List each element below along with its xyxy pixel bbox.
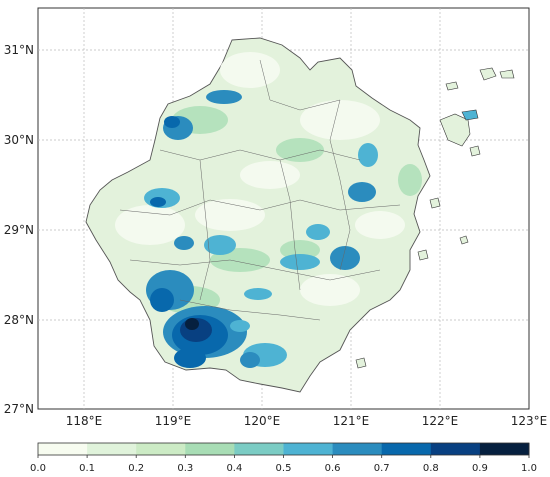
colorbar-tick-label: 0.8 [423, 463, 439, 474]
colorbar-segment [381, 443, 432, 455]
colorbar-tick-label: 0.0 [30, 463, 46, 474]
colorbar-labels: 0.0 0.1 0.2 0.3 0.4 0.5 0.6 0.7 0.8 0.9 1.0 [30, 463, 537, 474]
colorbar-tick-label: 1.0 [521, 463, 537, 474]
county-boundaries [119, 59, 401, 321]
colorbar-segment [185, 443, 235, 455]
colorbar-segment [38, 443, 88, 455]
colorbar-segment [430, 443, 481, 455]
lat-label-29: 29°N [4, 223, 34, 237]
colorbar-segment [87, 443, 137, 455]
lat-label-31: 31°N [4, 43, 34, 57]
low-value-areas [115, 52, 405, 306]
lat-labels: 31°N 30°N 29°N 28°N 27°N [4, 43, 34, 416]
lat-label-30: 30°N [4, 133, 34, 147]
colorbar-segment [234, 443, 284, 455]
colorbar-segment [136, 443, 186, 455]
lon-label-118: 118°E [66, 414, 103, 428]
lon-label-119: 119°E [155, 414, 192, 428]
colorbar-tick-label: 0.5 [276, 463, 292, 474]
colorbar [37, 442, 530, 458]
lon-label-120: 120°E [244, 414, 281, 428]
islands [355, 67, 515, 369]
colorbar-tick-label: 0.4 [226, 463, 242, 474]
lon-label-121: 121°E [333, 414, 370, 428]
colorbar-tick-label: 0.9 [472, 463, 488, 474]
lon-labels: 118°E 119°E 120°E 121°E 122°E 123°E [66, 414, 548, 428]
lon-label-122: 122°E [422, 414, 459, 428]
high-value-areas [144, 90, 378, 368]
lat-label-27: 27°N [4, 402, 34, 416]
colorbar-segment [283, 443, 334, 455]
colorbar-segment [479, 443, 530, 455]
colorbar-tick-label: 0.3 [177, 463, 193, 474]
lon-label-123: 123°E [511, 414, 548, 428]
colorbar-segment [332, 443, 383, 455]
colorbar-tick-label: 0.6 [325, 463, 341, 474]
colorbar-tick-label: 0.7 [374, 463, 390, 474]
colorbar-tick-label: 0.2 [128, 463, 144, 474]
colorbar-tick-label: 0.1 [79, 463, 95, 474]
lat-label-28: 28°N [4, 313, 34, 327]
